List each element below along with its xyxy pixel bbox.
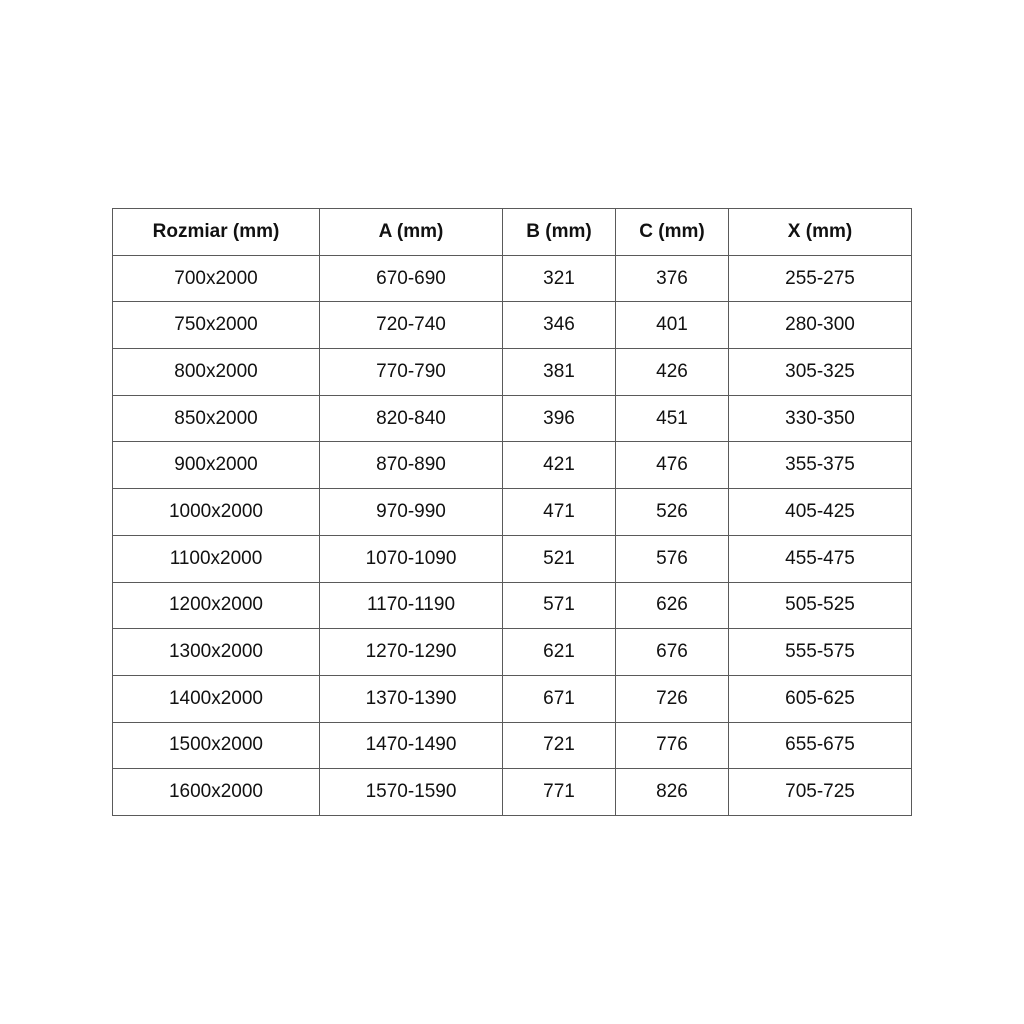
table-row: 900x2000 870-890 421 476 355-375 (112, 441, 912, 490)
table-cell: 700x2000 (112, 254, 320, 303)
table-cell: 376 (615, 254, 729, 303)
table-cell: 900x2000 (112, 441, 320, 490)
table-cell: 726 (615, 674, 729, 723)
table-cell: 1500x2000 (112, 721, 320, 770)
table-cell: 850x2000 (112, 394, 320, 443)
table-row: 1300x2000 1270-1290 621 676 555-575 (112, 628, 912, 676)
table-row: 700x2000 670-690 321 376 255-275 (112, 254, 912, 303)
table-cell: 330-350 (728, 394, 912, 443)
table-cell: 451 (615, 394, 729, 443)
table-cell: 305-325 (728, 348, 912, 396)
table-cell: 776 (615, 721, 729, 770)
table-cell: 720-740 (319, 301, 503, 350)
table-cell: 521 (502, 534, 616, 583)
column-header: Rozmiar (mm) (112, 208, 320, 256)
table-cell: 401 (615, 301, 729, 350)
table-cell: 721 (502, 721, 616, 770)
table-cell: 576 (615, 534, 729, 583)
header-row: Rozmiar (mm) A (mm) B (mm) C (mm) X (mm) (112, 208, 912, 256)
table-cell: 1170-1190 (319, 581, 503, 630)
table-cell: 800x2000 (112, 348, 320, 396)
table-cell: 655-675 (728, 721, 912, 770)
table-row: 1100x2000 1070-1090 521 576 455-475 (112, 534, 912, 583)
table-row: 1400x2000 1370-1390 671 726 605-625 (112, 674, 912, 723)
table-cell: 621 (502, 628, 616, 676)
table-cell: 870-890 (319, 441, 503, 490)
table-cell: 770-790 (319, 348, 503, 396)
table-cell: 705-725 (728, 768, 912, 816)
column-header: C (mm) (615, 208, 729, 256)
table-cell: 1200x2000 (112, 581, 320, 630)
table-cell: 355-375 (728, 441, 912, 490)
table-cell: 381 (502, 348, 616, 396)
dimensions-table: Rozmiar (mm) A (mm) B (mm) C (mm) X (mm) 700… (112, 208, 912, 816)
table-cell: 571 (502, 581, 616, 630)
table-row: 850x2000 820-840 396 451 330-350 (112, 394, 912, 443)
table-row: 800x2000 770-790 381 426 305-325 (112, 348, 912, 396)
table-cell: 471 (502, 488, 616, 536)
table-cell: 255-275 (728, 254, 912, 303)
table-row: 1000x2000 970-990 471 526 405-425 (112, 488, 912, 536)
table-cell: 670-690 (319, 254, 503, 303)
table-row: 750x2000 720-740 346 401 280-300 (112, 301, 912, 350)
table-cell: 820-840 (319, 394, 503, 443)
table-cell: 1570-1590 (319, 768, 503, 816)
table-cell: 526 (615, 488, 729, 536)
table-cell: 346 (502, 301, 616, 350)
table-cell: 676 (615, 628, 729, 676)
table-cell: 1070-1090 (319, 534, 503, 583)
table-cell: 970-990 (319, 488, 503, 536)
column-header: X (mm) (728, 208, 912, 256)
table-cell: 626 (615, 581, 729, 630)
table-cell: 750x2000 (112, 301, 320, 350)
table-cell: 1370-1390 (319, 674, 503, 723)
table-cell: 1270-1290 (319, 628, 503, 676)
table-cell: 605-625 (728, 674, 912, 723)
table-cell: 426 (615, 348, 729, 396)
table-cell: 476 (615, 441, 729, 490)
table-cell: 1400x2000 (112, 674, 320, 723)
table-cell: 421 (502, 441, 616, 490)
table-row: 1200x2000 1170-1190 571 626 505-525 (112, 581, 912, 630)
table-cell: 1000x2000 (112, 488, 320, 536)
table-cell: 280-300 (728, 301, 912, 350)
table-cell: 771 (502, 768, 616, 816)
column-header: B (mm) (502, 208, 616, 256)
table-cell: 396 (502, 394, 616, 443)
table-row: 1600x2000 1570-1590 771 826 705-725 (112, 768, 912, 816)
table-cell: 321 (502, 254, 616, 303)
table-cell: 455-475 (728, 534, 912, 583)
table-cell: 555-575 (728, 628, 912, 676)
column-header: A (mm) (319, 208, 503, 256)
table-cell: 826 (615, 768, 729, 816)
table-row: 1500x2000 1470-1490 721 776 655-675 (112, 721, 912, 770)
table-cell: 405-425 (728, 488, 912, 536)
table-cell: 671 (502, 674, 616, 723)
table-cell: 1100x2000 (112, 534, 320, 583)
table-cell: 505-525 (728, 581, 912, 630)
table-cell: 1600x2000 (112, 768, 320, 816)
table-cell: 1300x2000 (112, 628, 320, 676)
table-cell: 1470-1490 (319, 721, 503, 770)
